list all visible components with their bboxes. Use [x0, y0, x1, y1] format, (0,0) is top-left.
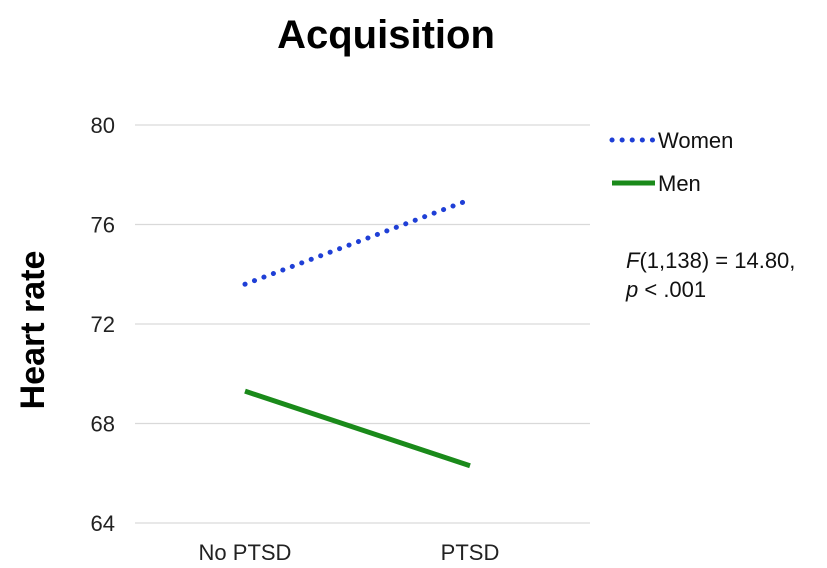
p-value: < .001	[638, 277, 706, 302]
stat-annotation-line-1: F(1,138) = 14.80,	[626, 248, 795, 273]
p-letter: p	[625, 277, 638, 302]
legend-label: Women	[658, 128, 733, 153]
series-lines	[242, 197, 473, 469]
stat-letter: F	[626, 248, 641, 273]
y-axis-label: Heart rate	[14, 251, 52, 410]
stat-value: (1,138) = 14.80,	[639, 248, 795, 273]
y-tick-label: 64	[91, 511, 115, 536]
series-line-women	[242, 197, 473, 287]
gridlines	[135, 124, 590, 524]
stat-annotation-line-2: p < .001	[625, 277, 706, 302]
legend: Women Men	[609, 128, 733, 196]
chart-title: Acquisition	[277, 13, 495, 57]
y-tick-label: 76	[91, 213, 115, 238]
x-tick-labels: No PTSD PTSD	[199, 540, 500, 565]
y-tick-label: 72	[91, 312, 115, 337]
x-tick-label: No PTSD	[199, 540, 292, 565]
y-tick-label: 68	[91, 412, 115, 437]
series-line-men	[244, 388, 471, 469]
legend-label: Men	[658, 171, 701, 196]
y-tick-label: 80	[91, 113, 115, 138]
x-tick-label: PTSD	[441, 540, 500, 565]
y-tick-labels: 64 68 72 76 80	[91, 113, 115, 536]
